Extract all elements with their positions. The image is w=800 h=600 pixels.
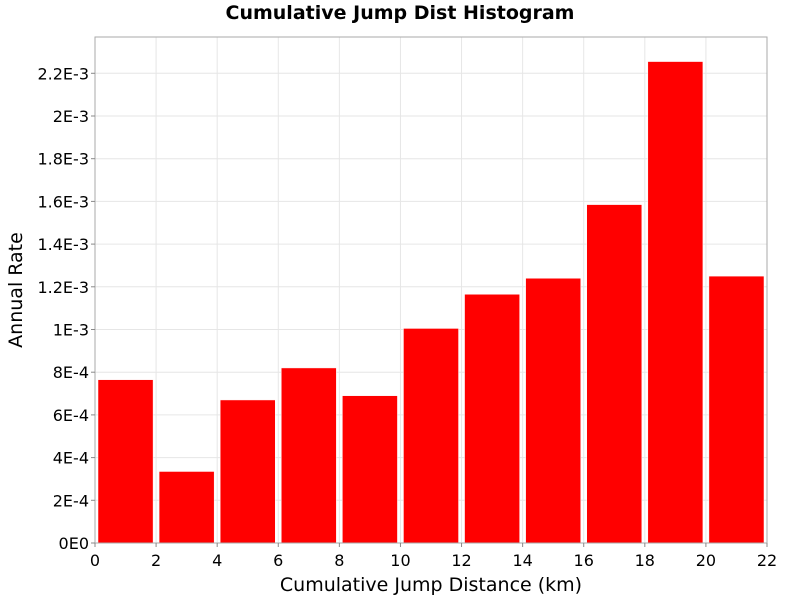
y-tick-label: 6E-4	[53, 406, 89, 425]
x-tick-label: 20	[696, 551, 716, 570]
histogram-bar	[97, 379, 154, 544]
x-tick-label: 12	[451, 551, 471, 570]
histogram-bar	[464, 294, 520, 544]
y-tick-label: 1.6E-3	[37, 192, 89, 211]
histogram-bar	[586, 204, 643, 544]
y-tick-label: 2E-3	[53, 107, 89, 126]
x-tick-label: 22	[757, 551, 777, 570]
histogram-bar	[281, 367, 337, 544]
histogram-bar	[403, 328, 459, 544]
y-tick-label: 0E0	[59, 534, 89, 553]
y-tick-label: 4E-4	[53, 449, 89, 468]
x-tick-label: 10	[390, 551, 410, 570]
plot-border	[94, 36, 768, 544]
y-tick-label: 8E-4	[53, 363, 89, 382]
x-tick-label: 18	[635, 551, 655, 570]
x-tick-label: 14	[512, 551, 532, 570]
histogram-bar	[158, 471, 215, 544]
x-tick-label: 4	[212, 551, 222, 570]
histogram-bar	[342, 395, 398, 544]
y-tick-label: 2E-4	[53, 491, 89, 510]
chart-title: Cumulative Jump Dist Histogram	[225, 2, 575, 24]
histogram-bar	[219, 399, 276, 544]
x-tick-label: 16	[574, 551, 594, 570]
x-tick-label: 2	[151, 551, 161, 570]
x-tick-label: 8	[334, 551, 344, 570]
histogram-bar	[525, 278, 581, 544]
x-axis-label: Cumulative Jump Distance (km)	[280, 574, 582, 596]
x-axis-ticks: 0 2 4 6 8 10 12 14 16 18 20 22	[90, 543, 777, 570]
histogram-bar	[708, 275, 765, 544]
y-tick-label: 1.8E-3	[37, 150, 89, 169]
y-tick-label: 2.2E-3	[37, 64, 89, 83]
y-tick-label: 1.2E-3	[37, 278, 89, 297]
x-tick-label: 0	[90, 551, 100, 570]
x-tick-label: 6	[273, 551, 283, 570]
y-axis-ticks: 0E0 2E-4 4E-4 6E-4 8E-4 1E-3 1.2E-3 1.4E-3 1.6E-…	[37, 64, 95, 553]
histogram-bar	[647, 61, 704, 544]
y-tick-label: 1E-3	[53, 320, 89, 339]
y-tick-label: 1.4E-3	[37, 235, 89, 254]
y-axis-label: Annual Rate	[5, 232, 27, 348]
bars	[97, 61, 765, 544]
